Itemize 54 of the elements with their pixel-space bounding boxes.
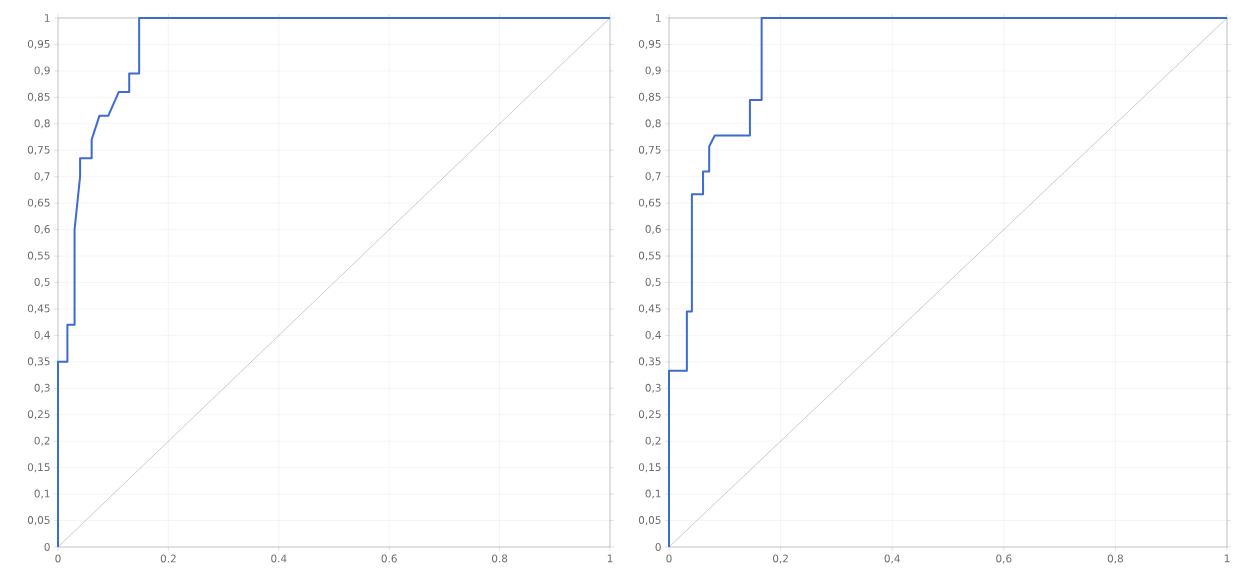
y-tick-label: 0,55 [638,251,661,261]
x-tick-label: 0,2 [772,554,788,564]
y-tick-label: 0,05 [27,516,50,526]
x-tick-label: 1 [1224,554,1230,563]
y-tick-label: 0,35 [638,357,661,367]
y-tick-label: 0,75 [27,145,50,155]
y-tick-label: 0,6 [34,225,50,235]
x-tick-label: 0,6 [996,554,1012,564]
y-tick-label: 0,55 [27,251,50,261]
y-tick-label: 0,95 [27,39,50,49]
y-tick-label: 0,05 [638,516,661,526]
y-tick-label: 0,25 [27,410,50,420]
y-tick-label: 0,25 [638,410,661,420]
y-tick-label: 0,4 [645,330,661,340]
x-tick-label: 0.2 [160,554,176,563]
y-tick-label: 0,75 [638,145,661,155]
y-tick-label: 0 [655,543,661,551]
y-tick-label: 0,85 [638,92,661,102]
x-tick-label: 0.6 [381,554,397,563]
y-tick-label: 0,9 [34,66,50,76]
y-tick-label: 0,9 [645,66,661,76]
y-tick-label: 0,8 [645,119,661,129]
y-tick-label: 0,95 [638,39,661,49]
y-tick-label: 0,15 [27,463,50,473]
y-tick-label: 0,1 [645,489,661,499]
y-tick-label: 0,15 [638,463,661,473]
y-tick-label: 0,35 [27,357,50,367]
x-tick-label: 0.8 [491,554,508,563]
y-tick-label: 1 [655,14,661,22]
y-tick-label: 1 [44,14,50,22]
y-tick-label: 0,3 [645,383,661,393]
x-tick-label: 1 [607,554,613,563]
y-tick-label: 0,7 [34,172,50,182]
y-tick-label: 0,45 [638,304,661,314]
y-tick-label: 0,85 [27,92,50,102]
x-tick-label: 0.4 [271,554,287,563]
x-tick-label: 0 [666,554,672,563]
y-tick-label: 0,65 [27,198,50,208]
y-tick-label: 0 [44,543,50,551]
y-tick-label: 0,5 [645,278,661,287]
y-tick-label: 0,6 [645,225,661,235]
y-tick-label: 0,3 [34,383,50,393]
x-tick-label: 0 [55,554,61,563]
y-tick-label: 0,65 [638,198,661,208]
y-tick-label: 0,2 [34,436,50,446]
y-tick-label: 0,5 [34,278,50,287]
y-tick-label: 0,7 [645,172,661,182]
x-tick-label: 0,8 [1107,554,1124,564]
y-tick-label: 0,45 [27,304,50,314]
y-tick-label: 0,4 [34,330,50,340]
x-tick-label: 0,4 [884,554,900,564]
y-tick-label: 0,8 [34,119,50,129]
y-tick-label: 0,1 [34,489,50,499]
y-tick-label: 0,2 [645,436,661,446]
